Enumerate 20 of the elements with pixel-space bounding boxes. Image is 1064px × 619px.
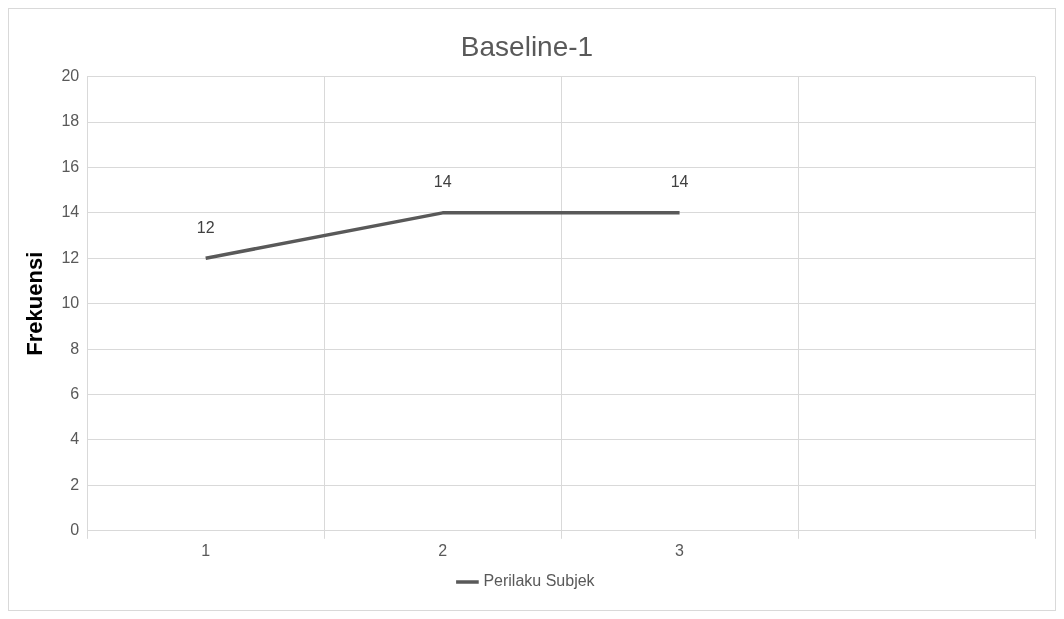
data-label: 14 bbox=[670, 173, 689, 191]
y-tick-label: 16 bbox=[61, 157, 80, 175]
data-label: 12 bbox=[196, 218, 215, 236]
y-tick-label: 12 bbox=[61, 248, 80, 266]
y-tick-label: 10 bbox=[61, 294, 80, 312]
y-tick-label: 4 bbox=[70, 430, 80, 448]
x-tick-label: 3 bbox=[675, 541, 685, 559]
y-tick-label: 18 bbox=[61, 112, 80, 130]
y-tick-label: 8 bbox=[70, 339, 80, 357]
data-label: 14 bbox=[433, 173, 452, 191]
y-tick-label: 2 bbox=[70, 475, 80, 493]
y-tick-label: 20 bbox=[61, 67, 80, 85]
y-tick-label: 6 bbox=[70, 384, 80, 402]
x-tick-label: 2 bbox=[438, 541, 448, 559]
y-axis-title: Frekuensi bbox=[22, 251, 48, 356]
x-tick-label: 1 bbox=[201, 541, 211, 559]
chart-title: Baseline-1 bbox=[460, 30, 594, 62]
legend-label: Perilaku Subjek bbox=[483, 572, 596, 590]
y-tick-label: 14 bbox=[61, 203, 80, 221]
y-tick-label: 0 bbox=[70, 521, 80, 539]
